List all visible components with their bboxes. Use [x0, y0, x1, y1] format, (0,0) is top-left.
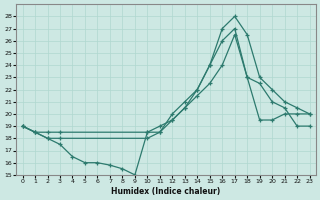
X-axis label: Humidex (Indice chaleur): Humidex (Indice chaleur)	[111, 187, 221, 196]
